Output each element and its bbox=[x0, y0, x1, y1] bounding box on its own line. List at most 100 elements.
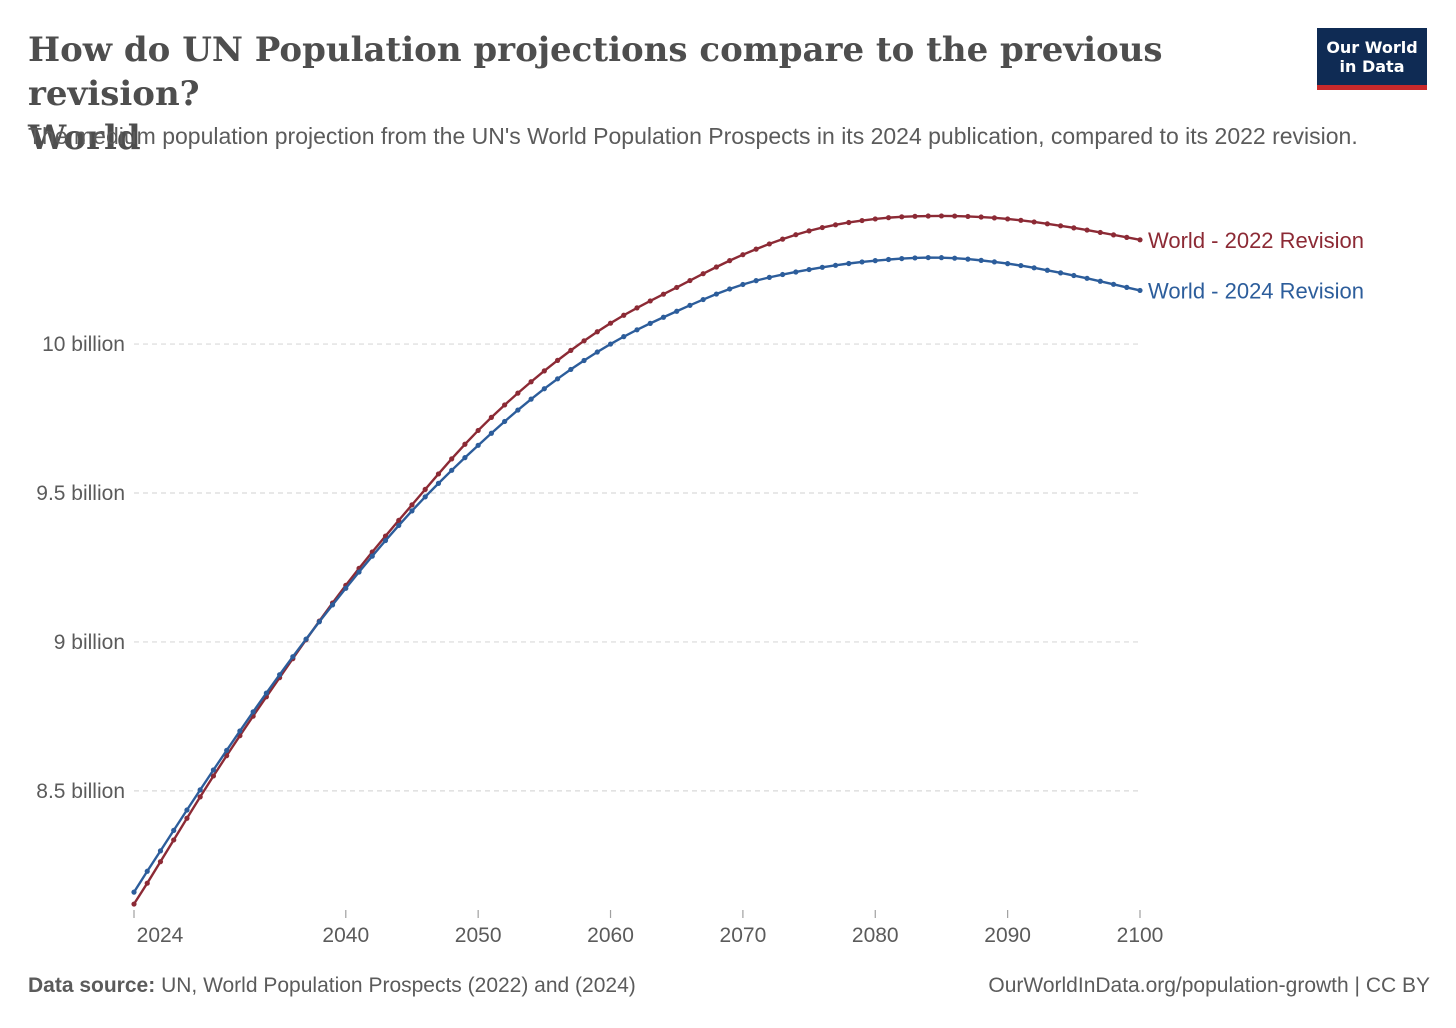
data-point[interactable] bbox=[541, 368, 547, 374]
data-point[interactable] bbox=[488, 414, 494, 420]
data-point[interactable] bbox=[197, 787, 203, 793]
data-point[interactable] bbox=[634, 305, 640, 311]
series-2024-revision[interactable] bbox=[131, 254, 1143, 895]
data-point[interactable] bbox=[621, 312, 627, 318]
owid-logo[interactable]: Our World in Data bbox=[1317, 28, 1427, 90]
data-point[interactable] bbox=[1031, 219, 1037, 225]
data-point[interactable] bbox=[263, 690, 269, 696]
data-point[interactable] bbox=[832, 262, 839, 268]
data-point[interactable] bbox=[819, 224, 825, 231]
data-point[interactable] bbox=[674, 308, 680, 314]
data-point[interactable] bbox=[806, 228, 812, 234]
data-point[interactable] bbox=[409, 502, 415, 508]
data-point[interactable] bbox=[1124, 284, 1130, 290]
data-point[interactable] bbox=[740, 252, 746, 258]
data-point[interactable] bbox=[766, 241, 772, 247]
data-point[interactable] bbox=[647, 298, 653, 304]
data-point[interactable] bbox=[647, 320, 653, 326]
data-point[interactable] bbox=[594, 329, 600, 335]
data-point[interactable] bbox=[581, 338, 587, 344]
data-point[interactable] bbox=[224, 747, 230, 754]
data-point[interactable] bbox=[396, 517, 402, 524]
data-point[interactable] bbox=[885, 256, 892, 263]
data-point[interactable] bbox=[554, 376, 561, 382]
data-point[interactable] bbox=[1124, 234, 1130, 240]
data-point[interactable] bbox=[131, 901, 137, 907]
data-point[interactable] bbox=[607, 320, 614, 326]
data-point[interactable] bbox=[1005, 261, 1011, 267]
data-point[interactable] bbox=[660, 291, 667, 297]
data-point[interactable] bbox=[435, 471, 442, 477]
data-point[interactable] bbox=[740, 281, 746, 288]
data-point[interactable] bbox=[237, 728, 243, 734]
data-point[interactable] bbox=[396, 522, 402, 529]
data-point[interactable] bbox=[250, 709, 256, 715]
data-point[interactable] bbox=[1084, 275, 1090, 281]
data-point[interactable] bbox=[1044, 267, 1050, 273]
data-point[interactable] bbox=[991, 215, 997, 221]
data-point[interactable] bbox=[965, 256, 971, 262]
data-point[interactable] bbox=[1018, 217, 1024, 223]
data-point[interactable] bbox=[197, 794, 203, 800]
data-point[interactable] bbox=[1031, 265, 1037, 271]
data-point[interactable] bbox=[700, 296, 706, 303]
data-point[interactable] bbox=[912, 255, 918, 261]
data-point[interactable] bbox=[157, 848, 164, 854]
data-point[interactable] bbox=[978, 257, 984, 263]
data-point[interactable] bbox=[502, 402, 508, 408]
data-point[interactable] bbox=[568, 347, 574, 353]
data-point[interactable] bbox=[859, 217, 865, 224]
data-point[interactable] bbox=[1018, 262, 1024, 269]
source-url-link[interactable]: OurWorldInData.org/population-growth | C… bbox=[988, 974, 1430, 997]
data-point[interactable] bbox=[965, 213, 971, 220]
data-point[interactable] bbox=[952, 213, 958, 219]
data-point[interactable] bbox=[1071, 225, 1077, 231]
data-point[interactable] bbox=[554, 357, 561, 363]
data-point[interactable] bbox=[277, 672, 283, 678]
data-point[interactable] bbox=[303, 636, 309, 642]
data-point[interactable] bbox=[991, 259, 997, 265]
data-point[interactable] bbox=[422, 494, 428, 500]
data-point[interactable] bbox=[660, 314, 667, 320]
data-point[interactable] bbox=[952, 255, 958, 261]
data-point[interactable] bbox=[1071, 272, 1077, 279]
series-line[interactable] bbox=[132, 256, 1141, 893]
data-point[interactable] bbox=[329, 602, 336, 608]
data-point[interactable] bbox=[210, 767, 217, 773]
data-point[interactable] bbox=[713, 264, 720, 270]
data-point[interactable] bbox=[687, 277, 693, 284]
data-point[interactable] bbox=[316, 619, 322, 625]
data-point[interactable] bbox=[1097, 278, 1103, 284]
data-point[interactable] bbox=[528, 379, 534, 385]
data-point[interactable] bbox=[727, 286, 733, 292]
data-point[interactable] bbox=[515, 390, 521, 396]
data-point[interactable] bbox=[449, 467, 455, 473]
data-point[interactable] bbox=[541, 386, 547, 392]
data-point[interactable] bbox=[184, 815, 190, 821]
data-point[interactable] bbox=[978, 214, 984, 220]
data-point[interactable] bbox=[382, 537, 389, 544]
data-point[interactable] bbox=[634, 327, 640, 333]
data-point[interactable] bbox=[171, 837, 177, 843]
data-point[interactable] bbox=[462, 455, 468, 461]
data-point[interactable] bbox=[502, 418, 508, 425]
data-point[interactable] bbox=[1084, 227, 1090, 233]
data-point[interactable] bbox=[1057, 270, 1064, 276]
data-point[interactable] bbox=[144, 880, 150, 886]
data-point[interactable] bbox=[528, 396, 534, 402]
data-point[interactable] bbox=[144, 868, 150, 874]
data-point[interactable] bbox=[938, 255, 945, 261]
data-point[interactable] bbox=[872, 258, 878, 264]
data-point[interactable] bbox=[885, 215, 892, 221]
data-point[interactable] bbox=[793, 269, 799, 275]
data-point[interactable] bbox=[369, 553, 375, 559]
data-point[interactable] bbox=[343, 585, 349, 591]
data-point[interactable] bbox=[700, 271, 706, 277]
data-point[interactable] bbox=[171, 827, 177, 834]
data-point[interactable] bbox=[674, 284, 680, 291]
data-point[interactable] bbox=[1110, 281, 1117, 287]
data-point[interactable] bbox=[846, 260, 852, 267]
data-point[interactable] bbox=[727, 258, 733, 264]
data-point[interactable] bbox=[938, 213, 945, 219]
data-point[interactable] bbox=[899, 255, 905, 262]
